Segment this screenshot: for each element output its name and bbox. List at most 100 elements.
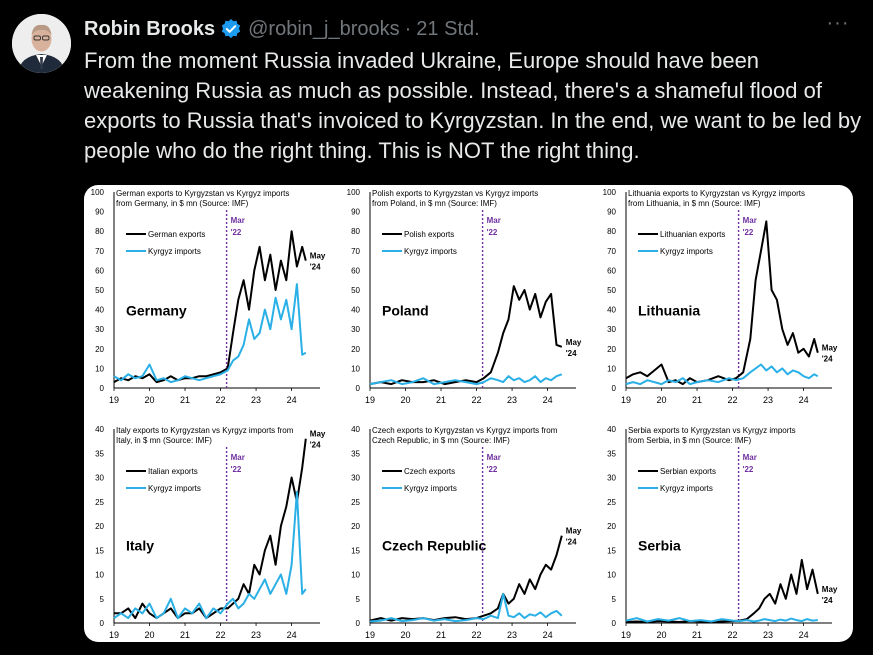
x-tick-label: 22 — [216, 395, 226, 405]
y-tick-label: 5 — [356, 595, 361, 604]
avatar[interactable] — [12, 14, 71, 73]
marker-label: Mar — [743, 216, 757, 225]
end-label: May — [566, 338, 582, 347]
x-tick-label: 20 — [657, 630, 667, 640]
end-label: May — [310, 252, 326, 261]
tweet-media-image[interactable]: 0 10 20 30 40 50 60 70 80 90 100 19 20 21 22 23 24 German… — [84, 185, 853, 642]
y-tick-label: 50 — [95, 286, 104, 295]
x-tick-label: 22 — [472, 630, 482, 640]
chart-title: from Lithuania, in $ mn (Source: IMF) — [628, 199, 761, 208]
y-tick-label: 0 — [356, 619, 361, 628]
country-label: Czech Republic — [382, 537, 486, 553]
y-tick-label: 15 — [351, 546, 360, 555]
marker-label: Mar — [231, 453, 245, 462]
series-line — [369, 285, 563, 386]
y-tick-label: 90 — [607, 208, 616, 217]
y-tick-label: 0 — [356, 384, 361, 393]
end-label: '24 — [566, 538, 577, 547]
y-tick-label: 25 — [95, 498, 104, 507]
y-tick-label: 20 — [607, 345, 616, 354]
marker-label: Mar — [231, 216, 245, 225]
y-tick-label: 0 — [100, 384, 105, 393]
marker-label: '22 — [743, 228, 754, 237]
marker-label: Mar — [743, 453, 757, 462]
end-label: May — [310, 430, 326, 439]
author-handle[interactable]: @robin_j_brooks — [248, 17, 400, 40]
y-tick-label: 80 — [607, 227, 616, 236]
separator-dot: · — [404, 17, 412, 40]
chart-title: from Germany, in $ mn (Source: IMF) — [116, 199, 249, 208]
legend-entry: Czech exports — [404, 467, 455, 476]
y-tick-label: 70 — [95, 247, 104, 256]
legend-entry: Lithuanian exports — [660, 230, 725, 239]
marker-label: '22 — [231, 228, 242, 237]
marker-label: '22 — [487, 228, 498, 237]
x-tick-label: 21 — [692, 395, 702, 405]
marker-label: Mar — [487, 216, 501, 225]
legend-entry: Serbian exports — [660, 467, 716, 476]
x-tick-label: 24 — [543, 630, 553, 640]
x-tick-label: 19 — [365, 395, 375, 405]
y-tick-label: 10 — [95, 364, 104, 373]
y-tick-label: 35 — [351, 449, 360, 458]
x-tick-label: 23 — [251, 395, 261, 405]
tweet-text: From the moment Russia invaded Ukraine, … — [84, 48, 862, 163]
y-tick-label: 50 — [351, 286, 360, 295]
y-tick-label: 100 — [347, 188, 361, 197]
profile-photo — [12, 14, 71, 73]
end-label: '24 — [310, 263, 321, 272]
y-tick-label: 5 — [100, 595, 105, 604]
x-tick-label: 22 — [728, 395, 738, 405]
x-tick-label: 22 — [728, 630, 738, 640]
legend-entry: Kyrgyz imports — [660, 484, 713, 493]
chart-title: Polish exports to Kyrgyzstan vs Kyrgyz i… — [372, 189, 538, 198]
y-tick-label: 15 — [607, 546, 616, 555]
x-tick-label: 24 — [287, 630, 297, 640]
legend-entry: Kyrgyz imports — [148, 484, 201, 493]
y-tick-label: 80 — [351, 227, 360, 236]
x-tick-label: 23 — [507, 395, 517, 405]
x-tick-label: 20 — [657, 395, 667, 405]
y-tick-label: 100 — [603, 188, 617, 197]
marker-label: '22 — [231, 465, 242, 474]
y-tick-label: 20 — [95, 345, 104, 354]
y-tick-label: 10 — [607, 364, 616, 373]
more-options-icon[interactable]: ··· — [826, 12, 850, 34]
x-tick-label: 21 — [692, 630, 702, 640]
author-name[interactable]: Robin Brooks — [84, 17, 216, 40]
chart-title: Serbia exports to Kyrgyzstan vs Kyrgyz i… — [628, 426, 796, 435]
y-tick-label: 20 — [351, 345, 360, 354]
country-label: Germany — [126, 302, 187, 318]
y-tick-label: 60 — [607, 266, 616, 275]
y-tick-label: 10 — [351, 571, 360, 580]
x-tick-label: 22 — [472, 395, 482, 405]
series-line — [113, 283, 307, 384]
x-tick-label: 19 — [621, 395, 631, 405]
x-tick-label: 24 — [799, 395, 809, 405]
chart-title: Italy exports to Kyrgyzstan vs Kyrgyz im… — [116, 426, 294, 435]
x-tick-label: 19 — [365, 630, 375, 640]
y-tick-label: 60 — [95, 266, 104, 275]
x-tick-label: 20 — [401, 630, 411, 640]
post-time[interactable]: 21 Std. — [416, 17, 480, 40]
y-tick-label: 100 — [91, 188, 105, 197]
y-tick-label: 35 — [95, 449, 104, 458]
y-tick-label: 40 — [607, 306, 616, 315]
tweet-header: Robin Brooks @robin_j_brooks · 21 Std. — [84, 16, 480, 42]
x-tick-label: 23 — [763, 395, 773, 405]
y-tick-label: 60 — [351, 266, 360, 275]
x-tick-label: 19 — [109, 395, 119, 405]
x-tick-label: 19 — [621, 630, 631, 640]
legend-entry: Polish exports — [404, 230, 454, 239]
marker-label: Mar — [487, 453, 501, 462]
x-tick-label: 23 — [507, 630, 517, 640]
x-tick-label: 24 — [287, 395, 297, 405]
country-label: Poland — [382, 302, 429, 318]
end-label: May — [566, 527, 582, 536]
marker-label: '22 — [487, 465, 498, 474]
country-label: Lithuania — [638, 302, 700, 318]
x-tick-label: 21 — [436, 630, 446, 640]
x-tick-label: 20 — [401, 395, 411, 405]
country-label: Italy — [126, 537, 154, 553]
